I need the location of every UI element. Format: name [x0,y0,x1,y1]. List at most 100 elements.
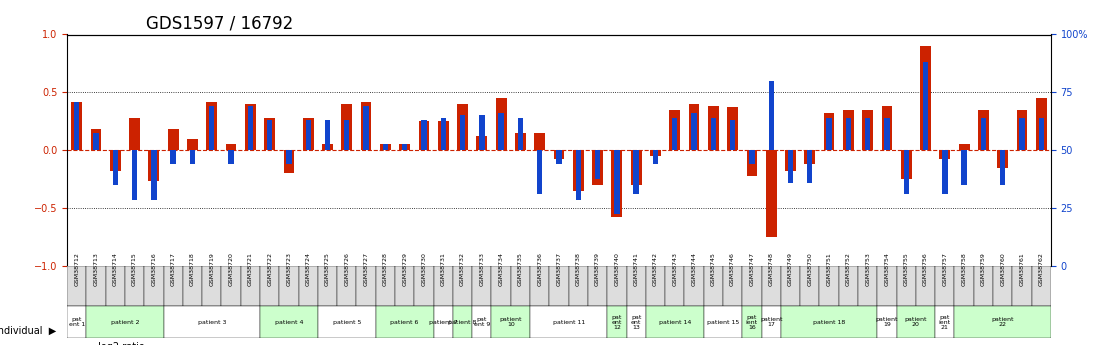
FancyBboxPatch shape [742,266,761,306]
Text: patient 8: patient 8 [448,320,476,325]
Bar [634,150,638,194]
Bar [593,150,603,185]
FancyBboxPatch shape [626,306,646,338]
Text: GSM38749: GSM38749 [788,252,793,286]
Text: patient
20: patient 20 [904,317,927,327]
Bar [480,116,484,150]
Text: log2 ratio: log2 ratio [95,342,144,345]
FancyBboxPatch shape [646,306,703,338]
Bar [499,113,504,150]
FancyBboxPatch shape [761,306,780,338]
Bar [807,150,813,183]
Text: GSM38736: GSM38736 [538,252,542,286]
Text: GSM38717: GSM38717 [171,252,176,286]
FancyBboxPatch shape [665,266,684,306]
Bar [572,150,584,191]
Text: GSM38715: GSM38715 [132,252,138,286]
Bar [650,150,661,156]
Text: GSM38737: GSM38737 [557,252,561,286]
Bar [1016,110,1027,150]
Text: GSM38721: GSM38721 [248,252,253,286]
Bar [267,120,273,150]
Text: GSM38751: GSM38751 [826,252,832,286]
Text: GSM38728: GSM38728 [382,252,388,286]
Bar [534,133,546,150]
Text: GSM38743: GSM38743 [672,252,678,286]
Text: GSM38762: GSM38762 [1039,252,1044,286]
Bar [305,120,311,150]
Bar [132,150,138,200]
Text: patient 3: patient 3 [198,320,226,325]
Bar [440,118,446,150]
Text: GSM38739: GSM38739 [595,252,600,286]
Bar [228,150,234,164]
Text: patient
22: patient 22 [992,317,1014,327]
Text: GDS1597 / 16792: GDS1597 / 16792 [145,15,293,33]
Text: pat
ent 9: pat ent 9 [474,317,490,327]
FancyBboxPatch shape [144,266,163,306]
Bar [459,116,465,150]
Bar [939,150,950,159]
Text: GSM38730: GSM38730 [421,252,426,286]
Text: GSM38718: GSM38718 [190,252,195,286]
Bar [959,144,969,150]
FancyBboxPatch shape [202,266,221,306]
FancyBboxPatch shape [703,306,742,338]
Text: GSM38731: GSM38731 [440,252,446,286]
FancyBboxPatch shape [703,266,723,306]
Bar [670,110,680,150]
Bar [845,118,851,150]
FancyBboxPatch shape [607,266,626,306]
FancyBboxPatch shape [646,266,665,306]
FancyBboxPatch shape [800,266,819,306]
Text: GSM38740: GSM38740 [615,252,619,286]
Text: GSM38738: GSM38738 [576,252,580,286]
FancyBboxPatch shape [221,266,240,306]
Bar [788,150,793,183]
Bar [537,150,542,194]
Bar [209,106,215,150]
Bar [476,136,487,150]
FancyBboxPatch shape [453,266,472,306]
FancyBboxPatch shape [626,266,646,306]
Bar [612,150,623,217]
Text: GSM38750: GSM38750 [807,252,813,286]
FancyBboxPatch shape [569,266,588,306]
FancyBboxPatch shape [1012,266,1032,306]
Bar [884,118,890,150]
FancyBboxPatch shape [897,266,916,306]
Bar [207,101,217,150]
FancyBboxPatch shape [588,266,607,306]
Bar [557,150,561,164]
Bar [843,110,854,150]
FancyBboxPatch shape [878,266,897,306]
Bar [1020,118,1025,150]
Bar [766,150,777,237]
FancyBboxPatch shape [472,266,492,306]
FancyBboxPatch shape [530,266,549,306]
Bar [149,150,159,181]
Text: GSM38759: GSM38759 [980,252,986,286]
FancyBboxPatch shape [974,266,993,306]
Text: GSM38716: GSM38716 [151,252,157,286]
Text: patient 14: patient 14 [659,320,691,325]
FancyBboxPatch shape [530,306,607,338]
Bar [226,144,236,150]
FancyBboxPatch shape [472,306,492,338]
FancyBboxPatch shape [607,306,626,338]
Bar [961,150,967,185]
Bar [495,98,506,150]
Bar [93,133,98,150]
Text: patient
17: patient 17 [760,317,783,327]
Bar [1039,118,1044,150]
FancyBboxPatch shape [935,266,955,306]
Bar [402,144,407,150]
Bar [553,150,565,159]
FancyBboxPatch shape [86,266,106,306]
FancyBboxPatch shape [511,266,530,306]
FancyBboxPatch shape [260,306,318,338]
FancyBboxPatch shape [240,266,260,306]
Text: GSM38714: GSM38714 [113,252,117,286]
Text: patient 5: patient 5 [333,320,361,325]
Bar [170,150,176,164]
